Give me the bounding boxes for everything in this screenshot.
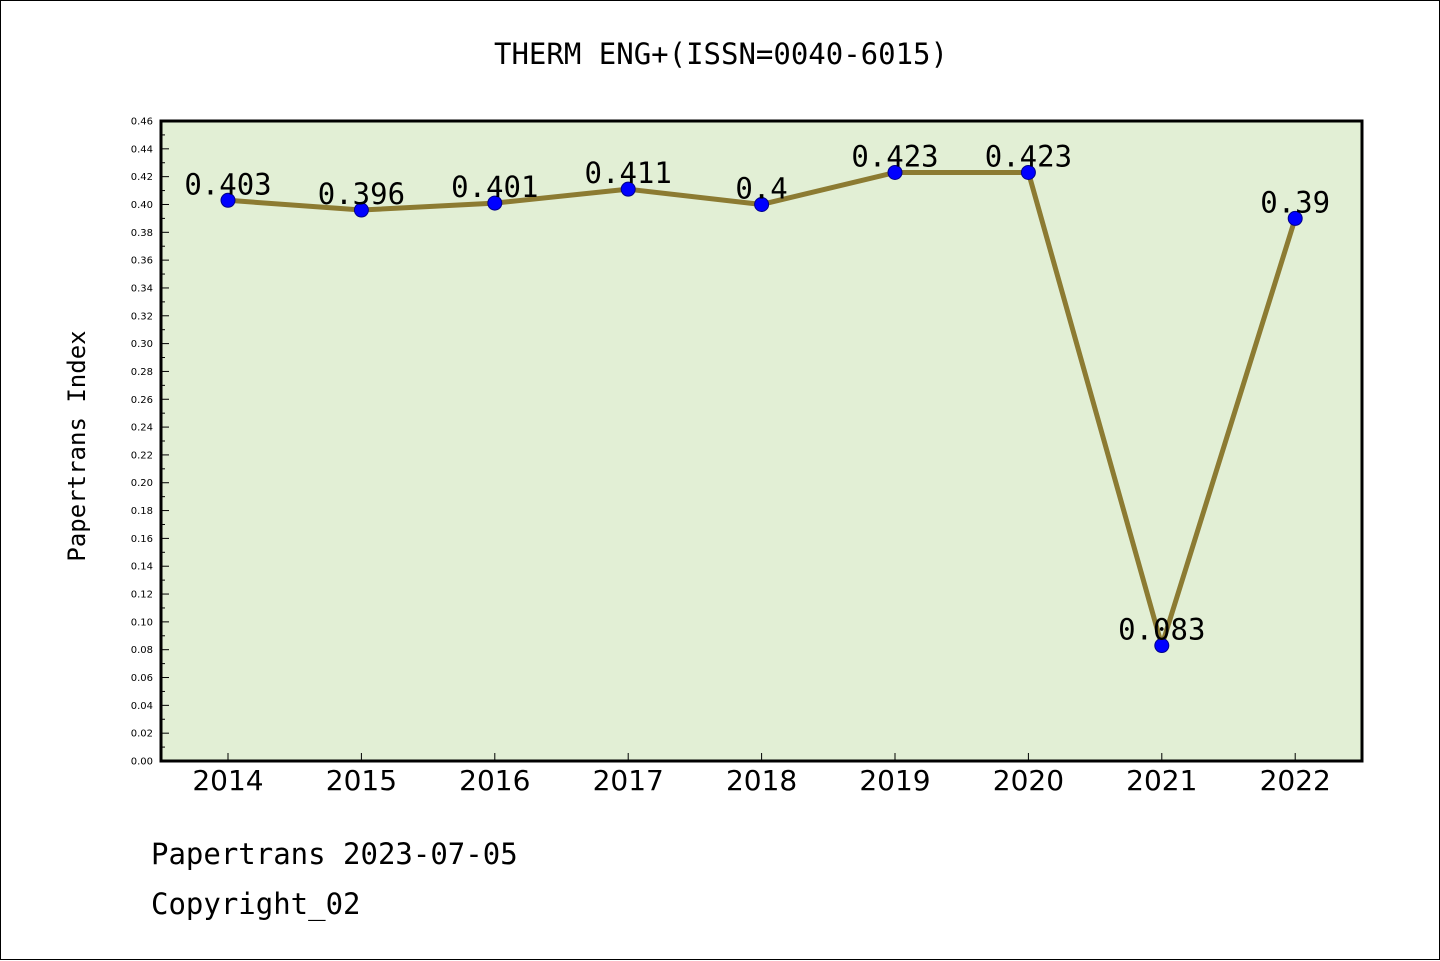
data-label: 0.083	[1118, 613, 1205, 647]
y-tick-label: 0.46	[131, 117, 153, 128]
y-tick-label: 0.40	[131, 200, 153, 211]
x-tick-label: 2014	[192, 764, 263, 797]
y-tick-label: 0.42	[131, 172, 153, 183]
y-tick-label: 0.12	[131, 590, 153, 601]
data-point	[220, 192, 236, 208]
data-point	[1020, 164, 1036, 180]
x-tick-label: 2017	[593, 764, 664, 797]
footer-date: Papertrans 2023-07-05	[151, 837, 518, 871]
chart-title: THERM ENG+(ISSN=0040-6015)	[494, 37, 948, 71]
footer-copyright: Copyright_02	[151, 887, 361, 921]
data-point	[620, 181, 636, 197]
y-tick-label: 0.08	[131, 645, 153, 656]
data-label: 0.423	[985, 139, 1072, 173]
y-tick-label: 0.38	[131, 228, 153, 239]
y-tick-label: 0.20	[131, 478, 153, 489]
y-tick-label: 0.32	[131, 311, 153, 322]
plot-area	[161, 121, 1362, 761]
y-tick-label: 0.44	[131, 144, 153, 155]
y-tick-label: 0.02	[131, 729, 153, 740]
x-tick-label: 2019	[859, 764, 930, 797]
y-tick-label: 0.22	[131, 450, 153, 461]
data-point	[887, 164, 903, 180]
x-tick-label: 2021	[1126, 764, 1197, 797]
y-axis-label: Papertrans Index	[63, 330, 91, 562]
data-point	[754, 196, 770, 212]
x-tick-label: 2018	[726, 764, 797, 797]
y-tick-label: 0.28	[131, 367, 153, 378]
x-tick-label: 2022	[1260, 764, 1331, 797]
data-point	[1287, 210, 1303, 226]
y-tick-label: 0.24	[131, 423, 153, 434]
data-label: 0.411	[585, 156, 672, 190]
y-tick-label: 0.16	[131, 534, 153, 545]
data-point	[487, 195, 503, 211]
x-tick-label: 2015	[326, 764, 397, 797]
y-tick-label: 0.00	[131, 757, 153, 768]
x-tick-label: 2016	[459, 764, 530, 797]
data-label: 0.401	[451, 170, 538, 204]
data-point	[353, 202, 369, 218]
x-tick-label: 2020	[993, 764, 1064, 797]
data-point	[1154, 638, 1170, 654]
y-tick-label: 0.14	[131, 562, 153, 573]
y-tick-label: 0.04	[131, 701, 153, 712]
y-tick-label: 0.30	[131, 339, 153, 350]
y-tick-label: 0.26	[131, 395, 153, 406]
y-tick-label: 0.06	[131, 673, 153, 684]
data-label: 0.403	[184, 167, 271, 201]
y-tick-label: 0.36	[131, 256, 153, 267]
plot-frame	[159, 119, 1364, 763]
data-label: 0.39	[1260, 185, 1330, 219]
data-label: 0.4	[735, 171, 787, 205]
data-label: 0.396	[318, 177, 405, 211]
y-tick-label: 0.34	[131, 283, 153, 294]
y-tick-label: 0.18	[131, 506, 153, 517]
y-tick-label: 0.10	[131, 617, 153, 628]
data-label: 0.423	[851, 139, 938, 173]
